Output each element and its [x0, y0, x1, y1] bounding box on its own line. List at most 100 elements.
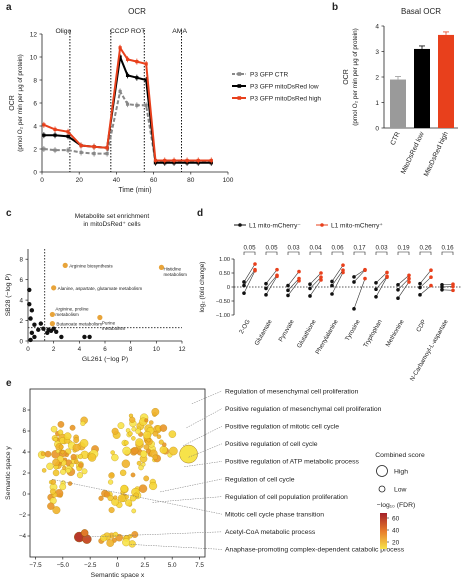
- data-point: [396, 288, 400, 292]
- y-tick-label: 6: [33, 100, 37, 107]
- data-point: [242, 280, 246, 284]
- data-point: [429, 283, 433, 288]
- category-label: Pyruvate: [277, 318, 296, 343]
- data-point: [118, 89, 122, 94]
- pair-line: [309, 279, 322, 297]
- y-tick-label: −0.50: [216, 299, 230, 305]
- data-point: [49, 311, 55, 318]
- y-tick-label: 4: [375, 23, 379, 30]
- data-point: [308, 286, 312, 291]
- legend-marker: [320, 223, 324, 227]
- pair-line: [441, 289, 454, 291]
- x-tick-label: 2: [52, 346, 56, 353]
- term-label: Positive regulation of cell cycle: [225, 441, 318, 448]
- y-tick-label: 2: [22, 470, 26, 477]
- data-point: [209, 158, 213, 163]
- term-bubble: [58, 444, 64, 450]
- data-point: [385, 274, 389, 279]
- data-point: [53, 133, 57, 137]
- x-tick-label: 60: [150, 177, 158, 184]
- data-point: [352, 280, 356, 284]
- p-value: 0.03: [375, 245, 388, 252]
- term-bubble: [46, 462, 54, 470]
- bar: [390, 79, 406, 128]
- x-tick-label: 2.5: [140, 562, 149, 569]
- term-bubble: [127, 431, 133, 437]
- term-bubble: [136, 460, 142, 466]
- data-point: [286, 283, 290, 288]
- data-point: [352, 307, 356, 311]
- term-bubble: [77, 454, 83, 460]
- data-point: [54, 329, 59, 334]
- data-point: [36, 327, 41, 332]
- term-bubble: [143, 475, 150, 482]
- y-tick-label: 8: [22, 407, 26, 414]
- data-point: [429, 268, 433, 272]
- legend-marker: [237, 84, 242, 88]
- point-label: Purine: [102, 320, 116, 325]
- point-label: Alanine, aspartate, glutamate metabolism: [58, 286, 143, 291]
- data-point: [330, 283, 334, 288]
- term-bubble: [131, 531, 139, 538]
- p-value: 0.03: [287, 245, 300, 252]
- term-bubble: [152, 430, 159, 437]
- data-point: [38, 321, 44, 326]
- term-bubble: [168, 430, 177, 438]
- data-point: [28, 316, 33, 321]
- term-bubble: [138, 484, 148, 493]
- term-label: Anaphase-promoting complex-dependent cat…: [225, 547, 405, 554]
- data-point: [374, 287, 378, 292]
- data-point: [253, 262, 257, 266]
- data-point: [32, 334, 37, 340]
- pair-line: [419, 276, 432, 288]
- data-point: [418, 281, 422, 286]
- term-bubble: [44, 450, 52, 458]
- data-point: [105, 152, 109, 156]
- data-point: [27, 302, 32, 307]
- term-label: Acetyl-CoA metabolic process: [225, 529, 316, 536]
- x-tick-label: 12: [178, 346, 186, 353]
- term-bubble: [117, 494, 126, 503]
- category-label: MitoDsRed low: [400, 131, 426, 175]
- pair-line: [287, 271, 300, 286]
- data-point: [45, 330, 50, 336]
- term-bubble: [50, 479, 56, 485]
- leader-line: [184, 461, 223, 467]
- pair-line: [309, 272, 322, 285]
- y-axis-label: (pmol O₂ per min per μg of protein): [17, 54, 24, 151]
- term-bubble: [156, 434, 162, 439]
- term-bubble: [74, 459, 79, 465]
- y-tick-label: 0: [375, 125, 379, 132]
- category-label: CTR: [390, 131, 402, 147]
- p-bracket: [309, 251, 322, 255]
- panel-letter-d: d: [197, 208, 204, 219]
- data-point: [451, 282, 455, 286]
- data-point: [385, 270, 389, 275]
- y-tick-label: 0: [19, 338, 23, 345]
- p-bracket: [243, 251, 256, 255]
- data-point: [87, 334, 92, 340]
- term-bubble: [158, 439, 164, 445]
- data-point: [440, 288, 444, 292]
- y-axis-label: Semantic space y: [5, 446, 12, 500]
- term-bubble: [55, 449, 60, 454]
- color-legend-label: 40: [392, 527, 400, 534]
- data-point: [264, 293, 268, 297]
- point-label: Arginine, proline: [55, 306, 89, 311]
- legend-label: L1 mito-mCherry⁺: [331, 222, 383, 229]
- term-bubble: [69, 424, 76, 431]
- chart-title: Basal OCR: [401, 7, 441, 16]
- color-legend-label: 60: [392, 515, 400, 522]
- category-label: Glutathione: [296, 318, 318, 349]
- data-point: [275, 273, 279, 278]
- x-tick-label: 80: [187, 177, 195, 184]
- x-tick-label: 20: [76, 177, 84, 184]
- y-tick-label: 6: [22, 428, 26, 435]
- data-point: [341, 263, 345, 267]
- pair-line: [419, 270, 432, 284]
- term-label: Regulation of cell cycle: [225, 476, 295, 483]
- term-bubble: [149, 481, 158, 491]
- term-bubble: [47, 502, 55, 510]
